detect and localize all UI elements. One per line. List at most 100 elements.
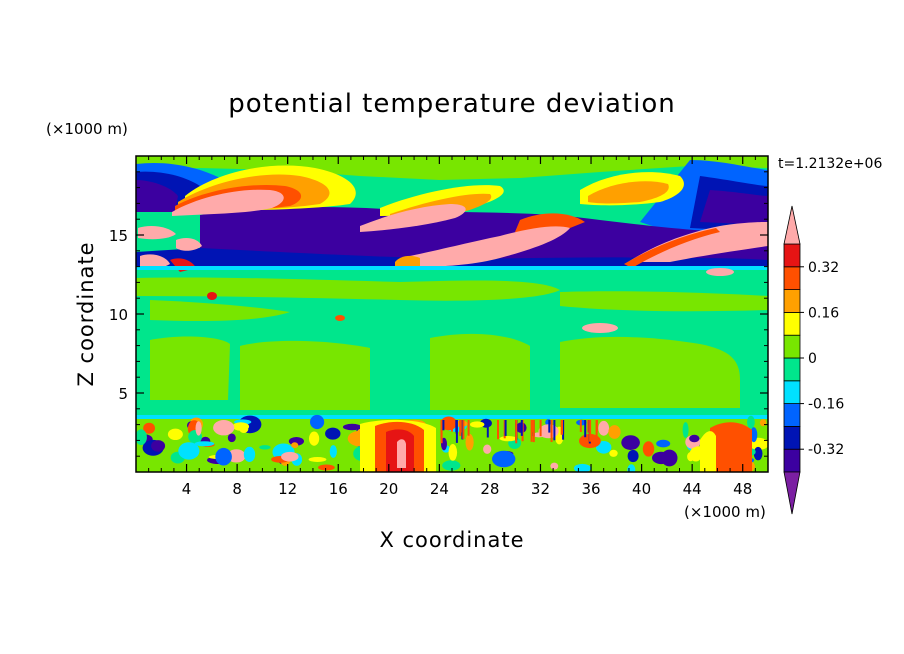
updraft-column-46km — [710, 422, 752, 472]
y-axis-ticks: 5 10 15 — [109, 171, 768, 457]
colorbar-bottom-triangle — [783, 471, 801, 515]
convective-cell — [470, 421, 485, 428]
warm-spot-1 — [207, 292, 217, 300]
convective-cell — [310, 414, 325, 430]
orange-rim-mid — [395, 255, 420, 268]
plume-streak — [504, 420, 507, 436]
convective-cell — [309, 431, 320, 446]
convective-cell — [682, 422, 689, 438]
convective-cell — [499, 436, 517, 442]
x-tick-label: 44 — [683, 480, 702, 498]
plume-streak — [515, 420, 518, 444]
pink-lens-right — [628, 222, 768, 262]
convective-cell — [598, 420, 610, 436]
colorbar-box — [783, 311, 801, 336]
upper-purple-left — [136, 180, 178, 212]
red-streak-mid — [515, 213, 585, 232]
plume-streak — [539, 420, 542, 437]
colorbar-tick-label: 0.16 — [808, 305, 839, 321]
convective-cell — [318, 464, 335, 471]
convective-cell — [194, 441, 215, 447]
x-tick-label: 48 — [733, 480, 752, 498]
plume-streak — [530, 420, 533, 442]
purple-band — [200, 207, 768, 264]
convective-cell — [342, 423, 362, 431]
plume-streak — [451, 420, 453, 432]
mid-green-patch-2 — [560, 291, 768, 312]
convective-cell — [213, 420, 235, 436]
mid-green-col-4 — [560, 336, 740, 408]
updraft-column-46km-yellow — [700, 431, 716, 472]
boundary-layer-top-line — [136, 415, 768, 419]
x-tick-label: 24 — [430, 480, 449, 498]
colorbar: 0.32 0.16 0 -0.16 -0.32 — [783, 205, 844, 515]
convective-cell — [227, 449, 246, 463]
colorbar-tick-label: 0 — [808, 351, 817, 367]
convective-cell — [689, 434, 700, 443]
convective-cell — [167, 428, 183, 440]
convective-cell — [448, 444, 458, 461]
plume-streak — [595, 420, 598, 432]
plume-streak — [548, 420, 551, 433]
convective-cell — [442, 460, 461, 471]
y-tick-label: 10 — [109, 306, 128, 324]
red-rim-right — [624, 228, 720, 268]
plume-streak — [587, 420, 590, 433]
colorbar-tick-label: 0.32 — [808, 260, 839, 276]
pink-blob-left-2 — [140, 254, 170, 269]
x-unit-label: (×1000 m) — [684, 503, 766, 521]
convective-cell — [465, 433, 474, 451]
colorbar-box — [783, 243, 801, 268]
convective-cell — [759, 419, 767, 427]
convective-cell — [325, 427, 341, 440]
convective-cell — [259, 445, 271, 450]
x-tick-label: 32 — [531, 480, 550, 498]
mid-green-col-1 — [150, 336, 230, 400]
colorbar-box — [783, 289, 801, 313]
colorbar-box — [783, 448, 801, 473]
x-tick-label: 28 — [480, 480, 499, 498]
pink-lens-mid — [400, 226, 570, 267]
colorbar-top-triangle — [783, 205, 801, 245]
convective-cell — [215, 447, 232, 466]
convective-cell — [608, 425, 621, 439]
plume-streak — [532, 420, 535, 443]
contour-field — [136, 156, 768, 472]
plume-streak — [486, 420, 489, 438]
plume-streak — [584, 420, 587, 438]
colorbar-box — [783, 266, 801, 290]
x-tick-label: 20 — [379, 480, 398, 498]
plume-streak — [455, 420, 458, 443]
plume-streak — [562, 420, 565, 440]
convective-cell — [609, 449, 618, 457]
colorbar-tick-label: -0.32 — [808, 442, 844, 458]
mid-green-patch-1 — [136, 277, 560, 301]
x-tick-label: 40 — [632, 480, 651, 498]
convective-cell — [178, 442, 200, 460]
convective-cell — [689, 447, 702, 462]
pink-blob-left-1 — [138, 226, 176, 240]
convective-cell — [627, 449, 639, 463]
dark-blue-band — [136, 248, 768, 268]
pink-blob-left-3 — [176, 238, 202, 251]
warm-spot-2 — [335, 315, 345, 321]
colorbar-box — [783, 380, 801, 404]
convective-cell — [753, 446, 763, 461]
plume-streak — [553, 420, 556, 441]
convective-cell — [483, 444, 492, 454]
colorbar-box — [783, 425, 801, 450]
plume-streak — [550, 420, 553, 442]
convective-cell — [281, 451, 299, 462]
convective-cell — [227, 433, 236, 443]
warm-lens-right-orange — [588, 181, 669, 204]
convective-cell — [195, 421, 202, 436]
pink-lens-left — [172, 189, 284, 216]
colorbar-tick-label: -0.16 — [808, 397, 844, 413]
y-tick-label: 5 — [118, 385, 128, 403]
plume-streak — [440, 420, 443, 444]
x-tick-label: 4 — [182, 480, 192, 498]
warm-spot-3 — [582, 323, 618, 333]
convective-cell — [291, 442, 299, 449]
plume-streak — [561, 420, 563, 435]
pink-lens-mid-upper — [360, 204, 466, 232]
